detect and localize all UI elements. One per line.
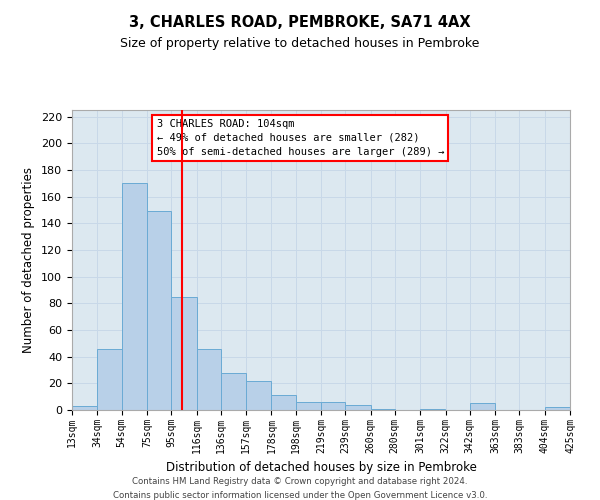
Text: Contains HM Land Registry data © Crown copyright and database right 2024.: Contains HM Land Registry data © Crown c… [132, 478, 468, 486]
Text: 3, CHARLES ROAD, PEMBROKE, SA71 4AX: 3, CHARLES ROAD, PEMBROKE, SA71 4AX [129, 15, 471, 30]
Bar [72, 406, 97, 410]
Bar [97, 348, 122, 410]
Bar [371, 408, 395, 410]
Y-axis label: Number of detached properties: Number of detached properties [22, 167, 35, 353]
X-axis label: Distribution of detached houses by size in Pembroke: Distribution of detached houses by size … [166, 461, 476, 474]
Bar [545, 408, 570, 410]
Bar [147, 212, 171, 410]
Bar [296, 402, 321, 410]
Bar [221, 372, 246, 410]
Bar [321, 402, 345, 410]
Bar [246, 380, 271, 410]
Text: 3 CHARLES ROAD: 104sqm
← 49% of detached houses are smaller (282)
50% of semi-de: 3 CHARLES ROAD: 104sqm ← 49% of detached… [157, 119, 444, 157]
Bar [197, 348, 221, 410]
Bar [122, 184, 147, 410]
Bar [271, 396, 296, 410]
Bar [420, 408, 445, 410]
Bar [171, 296, 197, 410]
Text: Contains public sector information licensed under the Open Government Licence v3: Contains public sector information licen… [113, 491, 487, 500]
Bar [470, 404, 495, 410]
Bar [345, 404, 371, 410]
Text: Size of property relative to detached houses in Pembroke: Size of property relative to detached ho… [121, 38, 479, 51]
